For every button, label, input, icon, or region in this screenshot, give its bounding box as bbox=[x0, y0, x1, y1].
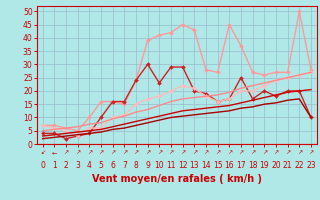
Text: 10: 10 bbox=[155, 162, 164, 170]
Text: 13: 13 bbox=[189, 162, 199, 170]
Text: ↗: ↗ bbox=[168, 150, 173, 155]
Text: 18: 18 bbox=[248, 162, 257, 170]
Text: ↙: ↙ bbox=[40, 150, 45, 155]
Text: ↗: ↗ bbox=[227, 150, 232, 155]
Text: 20: 20 bbox=[271, 162, 281, 170]
Text: 21: 21 bbox=[283, 162, 292, 170]
Text: 2: 2 bbox=[64, 162, 68, 170]
Text: ↗: ↗ bbox=[192, 150, 197, 155]
Text: 22: 22 bbox=[294, 162, 304, 170]
Text: ↗: ↗ bbox=[98, 150, 104, 155]
Text: 7: 7 bbox=[122, 162, 127, 170]
Text: 19: 19 bbox=[260, 162, 269, 170]
Text: ↗: ↗ bbox=[250, 150, 255, 155]
Text: Vent moyen/en rafales ( km/h ): Vent moyen/en rafales ( km/h ) bbox=[92, 174, 262, 184]
Text: 3: 3 bbox=[75, 162, 80, 170]
Text: ↗: ↗ bbox=[238, 150, 244, 155]
Text: 1: 1 bbox=[52, 162, 57, 170]
Text: 23: 23 bbox=[306, 162, 316, 170]
Text: ↗: ↗ bbox=[75, 150, 80, 155]
Text: 0: 0 bbox=[40, 162, 45, 170]
Text: 14: 14 bbox=[201, 162, 211, 170]
Text: 5: 5 bbox=[99, 162, 103, 170]
Text: ↗: ↗ bbox=[180, 150, 185, 155]
Text: 12: 12 bbox=[178, 162, 188, 170]
Text: ↗: ↗ bbox=[157, 150, 162, 155]
Text: 16: 16 bbox=[225, 162, 234, 170]
Text: ↗: ↗ bbox=[110, 150, 115, 155]
Text: 8: 8 bbox=[133, 162, 138, 170]
Text: ↗: ↗ bbox=[87, 150, 92, 155]
Text: ←: ← bbox=[52, 150, 57, 155]
Text: ↗: ↗ bbox=[133, 150, 139, 155]
Text: ↗: ↗ bbox=[273, 150, 279, 155]
Text: 11: 11 bbox=[166, 162, 176, 170]
Text: 15: 15 bbox=[213, 162, 222, 170]
Text: ↗: ↗ bbox=[297, 150, 302, 155]
Text: 6: 6 bbox=[110, 162, 115, 170]
Text: ↗: ↗ bbox=[215, 150, 220, 155]
Text: ↗: ↗ bbox=[285, 150, 290, 155]
Text: 9: 9 bbox=[145, 162, 150, 170]
Text: ↗: ↗ bbox=[203, 150, 209, 155]
Text: 4: 4 bbox=[87, 162, 92, 170]
Text: ↗: ↗ bbox=[145, 150, 150, 155]
Text: 17: 17 bbox=[236, 162, 246, 170]
Text: ↗: ↗ bbox=[63, 150, 68, 155]
Text: ↗: ↗ bbox=[122, 150, 127, 155]
Text: ↗: ↗ bbox=[262, 150, 267, 155]
Text: ↗: ↗ bbox=[308, 150, 314, 155]
